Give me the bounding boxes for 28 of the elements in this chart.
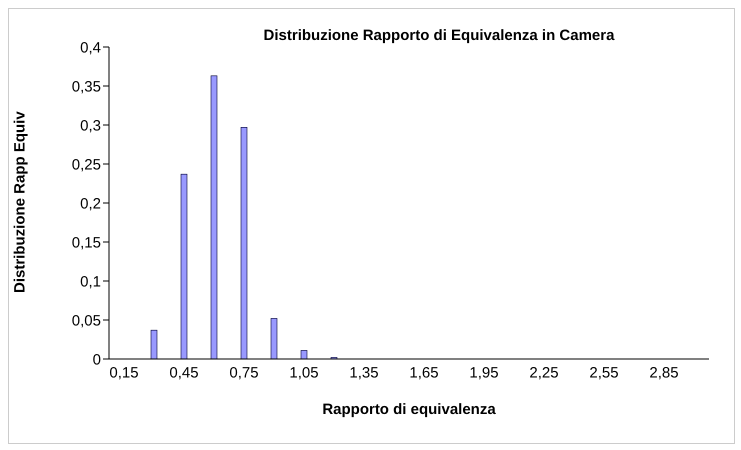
x-tick-label: 2,85 xyxy=(649,364,679,382)
x-tick-label: 2,25 xyxy=(529,364,559,382)
y-axis-title: Distribuzione Rapp Equiv xyxy=(11,110,28,293)
bar xyxy=(180,174,188,359)
x-tick-label: 1,35 xyxy=(349,364,379,382)
bar xyxy=(270,318,278,359)
y-tick-label: 0,2 xyxy=(80,195,101,212)
x-tick-label: 0,75 xyxy=(229,364,259,382)
x-tick-label: 1,05 xyxy=(289,364,319,382)
bar xyxy=(240,127,248,359)
bar xyxy=(300,350,308,359)
bar xyxy=(210,76,218,359)
y-tick-label: 0,15 xyxy=(72,234,101,252)
y-tick-label: 0,25 xyxy=(72,156,101,174)
x-tick-label: 1,65 xyxy=(409,364,439,382)
y-tick-label: 0,3 xyxy=(80,117,101,134)
x-tick-label: 1,95 xyxy=(469,364,499,382)
x-tick-label: 0,45 xyxy=(169,364,199,382)
x-tick-label: 2,55 xyxy=(589,364,619,382)
y-tick-label: 0,05 xyxy=(72,312,101,330)
y-tick-label: 0,4 xyxy=(80,39,101,56)
bar xyxy=(150,330,158,359)
y-tick-label: 0,35 xyxy=(72,78,101,96)
x-axis-title: Rapporto di equivalenza xyxy=(322,401,496,418)
y-tick-label: 0,1 xyxy=(80,273,101,290)
chart-title: Distribuzione Rapporto di Equivalenza in Camera xyxy=(262,27,616,44)
y-tick-label: 0 xyxy=(92,351,101,368)
x-tick-label: 0,15 xyxy=(109,364,139,382)
